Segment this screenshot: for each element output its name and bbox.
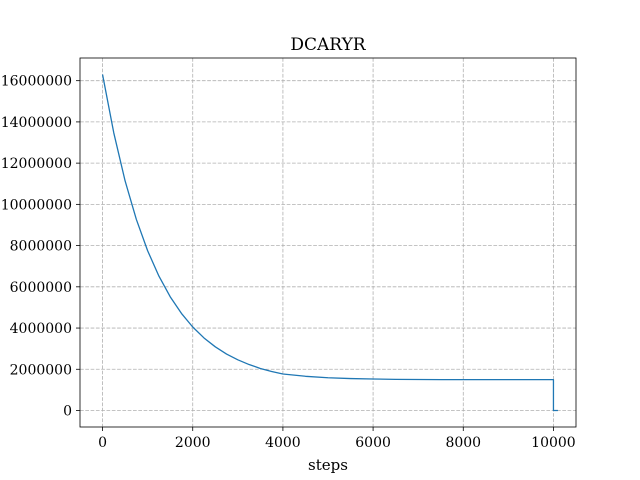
y-tick-label: 8000000	[10, 239, 72, 255]
y-axis: 0 2000000 4000000 6000000 8000000 10000000 120…	[1, 74, 80, 420]
x-tick-label: 2000	[175, 435, 211, 451]
x-tick-label: 0	[98, 435, 107, 451]
x-tick-label: 10000	[531, 435, 576, 451]
series-line-0	[101, 74, 558, 412]
grid	[80, 58, 576, 427]
x-axis: 0 2000 4000 6000 8000 10000	[98, 427, 576, 451]
y-tick-label: 14000000	[1, 115, 72, 131]
chart-title: DCARYR	[290, 35, 366, 55]
y-tick-label: 10000000	[1, 197, 72, 213]
y-tick-label: 4000000	[10, 321, 72, 337]
y-tick-label: 2000000	[10, 362, 72, 378]
x-tick-label: 4000	[265, 435, 301, 451]
plot-area-frame	[79, 57, 577, 428]
series-group	[101, 74, 558, 412]
y-tick-label: 0	[63, 404, 72, 420]
x-tick-label: 8000	[445, 435, 481, 451]
x-axis-label: steps	[308, 456, 348, 474]
y-tick-label: 6000000	[10, 280, 72, 296]
y-tick-label: 12000000	[1, 156, 72, 172]
x-tick-label: 6000	[355, 435, 391, 451]
y-tick-label: 16000000	[1, 74, 72, 90]
